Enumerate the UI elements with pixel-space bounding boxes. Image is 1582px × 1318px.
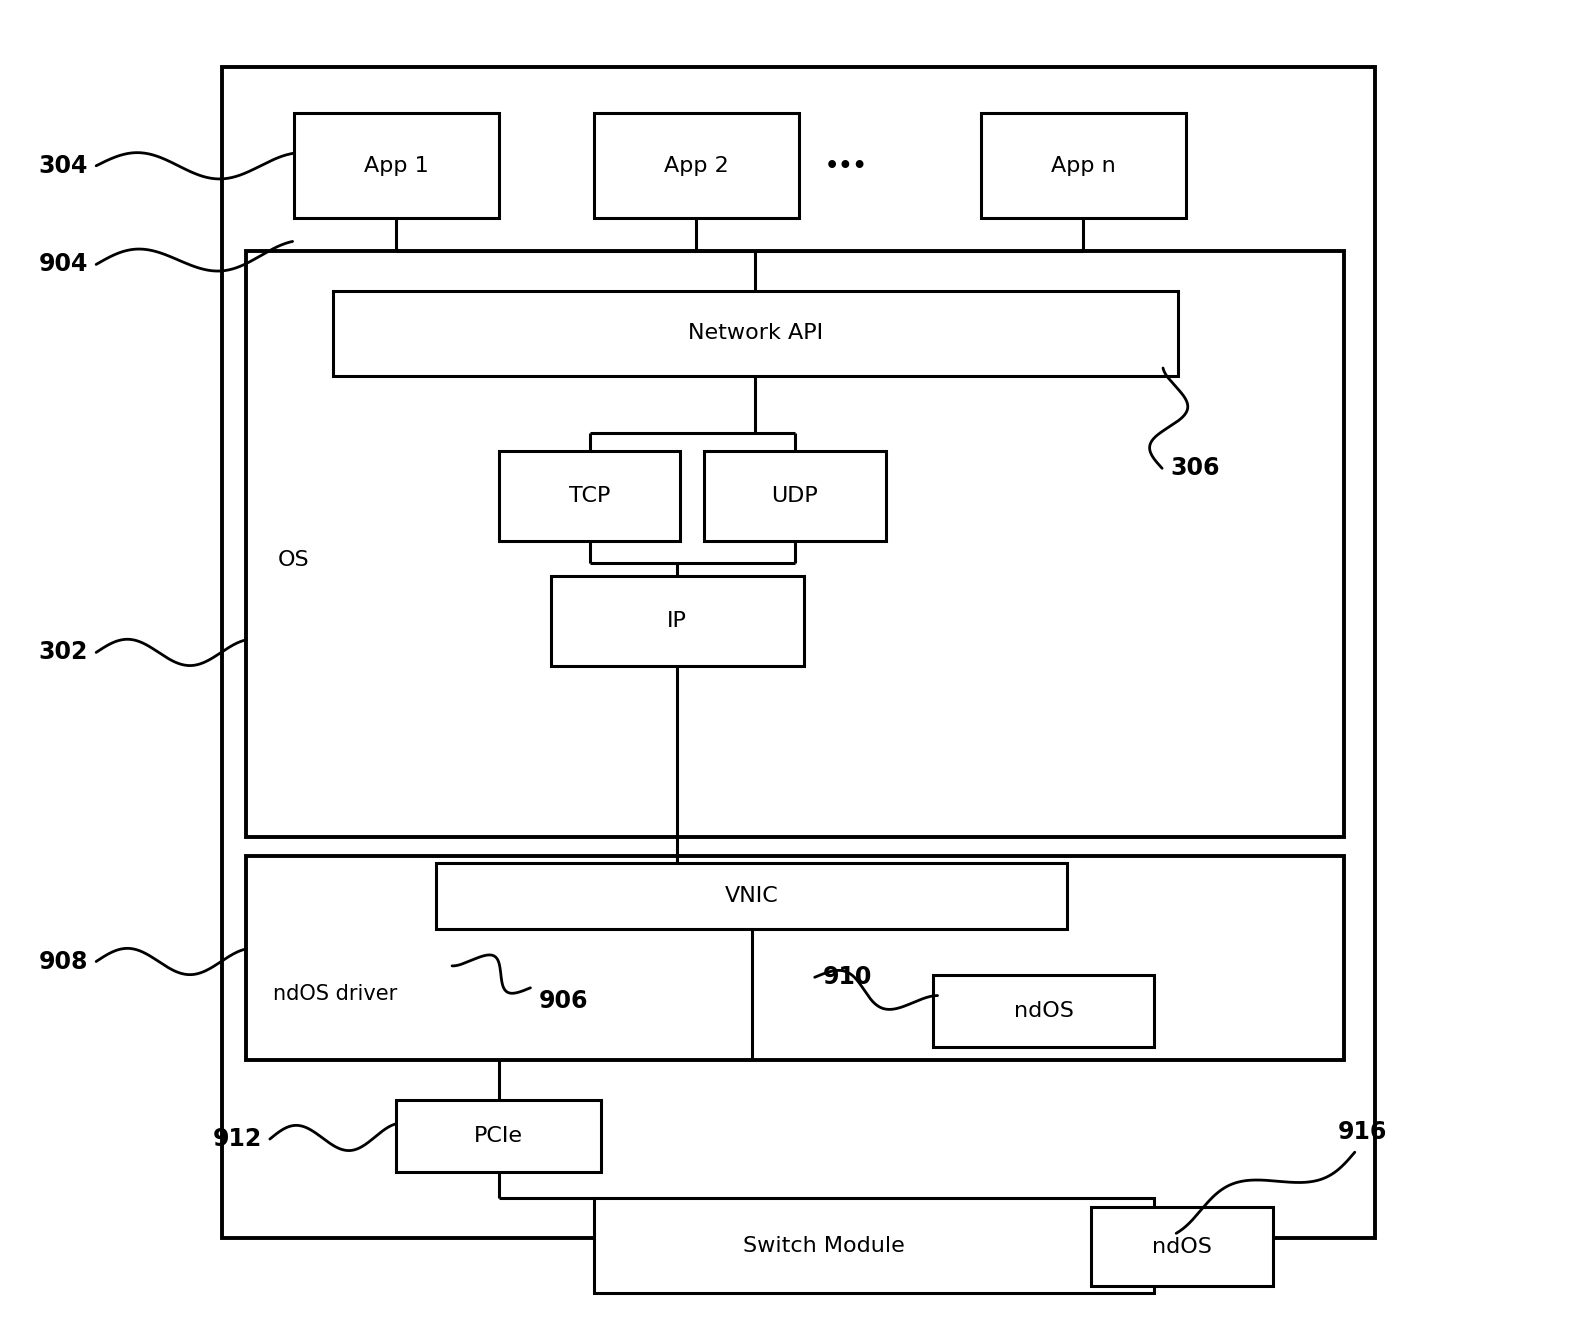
Text: 908: 908: [38, 949, 89, 974]
Text: 306: 306: [1171, 456, 1220, 480]
Text: ndOS: ndOS: [1014, 1000, 1074, 1021]
Bar: [1092, 1207, 1272, 1286]
Text: PCIe: PCIe: [475, 1126, 524, 1145]
Bar: [396, 1099, 601, 1172]
Text: OS: OS: [278, 551, 310, 571]
Bar: [593, 1198, 1155, 1293]
Text: ndOS: ndOS: [1152, 1236, 1212, 1257]
Text: 304: 304: [40, 154, 89, 178]
Text: 912: 912: [212, 1127, 263, 1151]
Bar: [334, 291, 1179, 376]
Bar: [223, 67, 1375, 1238]
Bar: [593, 113, 799, 219]
Bar: [498, 451, 680, 540]
Text: •••: •••: [824, 156, 867, 175]
Bar: [551, 576, 804, 666]
Bar: [704, 451, 886, 540]
Text: TCP: TCP: [570, 486, 611, 506]
Text: ndOS driver: ndOS driver: [274, 985, 397, 1004]
Text: 302: 302: [40, 641, 89, 664]
Bar: [435, 863, 1068, 929]
Text: 910: 910: [823, 965, 872, 990]
Text: App 1: App 1: [364, 156, 429, 175]
Text: App n: App n: [1050, 156, 1115, 175]
Bar: [247, 857, 1343, 1060]
Bar: [294, 113, 498, 219]
Text: UDP: UDP: [772, 486, 818, 506]
Bar: [981, 113, 1186, 219]
Text: Switch Module: Switch Module: [742, 1235, 905, 1256]
Bar: [933, 974, 1155, 1046]
Text: IP: IP: [668, 610, 687, 631]
Text: VNIC: VNIC: [725, 886, 778, 905]
Text: 916: 916: [1338, 1120, 1387, 1144]
Bar: [247, 252, 1343, 837]
Text: 906: 906: [538, 988, 589, 1014]
Text: App 2: App 2: [664, 156, 729, 175]
Text: 904: 904: [40, 253, 89, 277]
Text: Network API: Network API: [688, 323, 823, 344]
